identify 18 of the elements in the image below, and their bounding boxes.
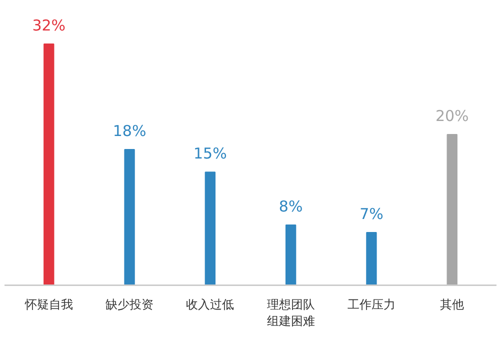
x-tick-label: 工作压力	[347, 297, 396, 312]
x-tick-label: 其他	[440, 297, 464, 312]
data-label: 7%	[360, 204, 384, 223]
x-tick-label: 怀疑自我	[24, 297, 73, 312]
bar	[204, 172, 216, 286]
data-label: 8%	[278, 197, 303, 216]
data-label: 32%	[32, 16, 66, 34]
x-tick-label: 缺少投资	[106, 297, 154, 312]
x-tick-label: 收入过低	[186, 297, 234, 312]
data-label: 20%	[435, 106, 469, 125]
bar	[124, 149, 135, 286]
data-label: 18%	[112, 122, 146, 140]
x-tick-label: 理想团队组建困难	[266, 297, 315, 328]
bar	[366, 232, 377, 286]
bar	[446, 134, 458, 286]
data-label: 15%	[194, 144, 227, 162]
bar	[44, 43, 54, 286]
bar	[285, 224, 296, 286]
